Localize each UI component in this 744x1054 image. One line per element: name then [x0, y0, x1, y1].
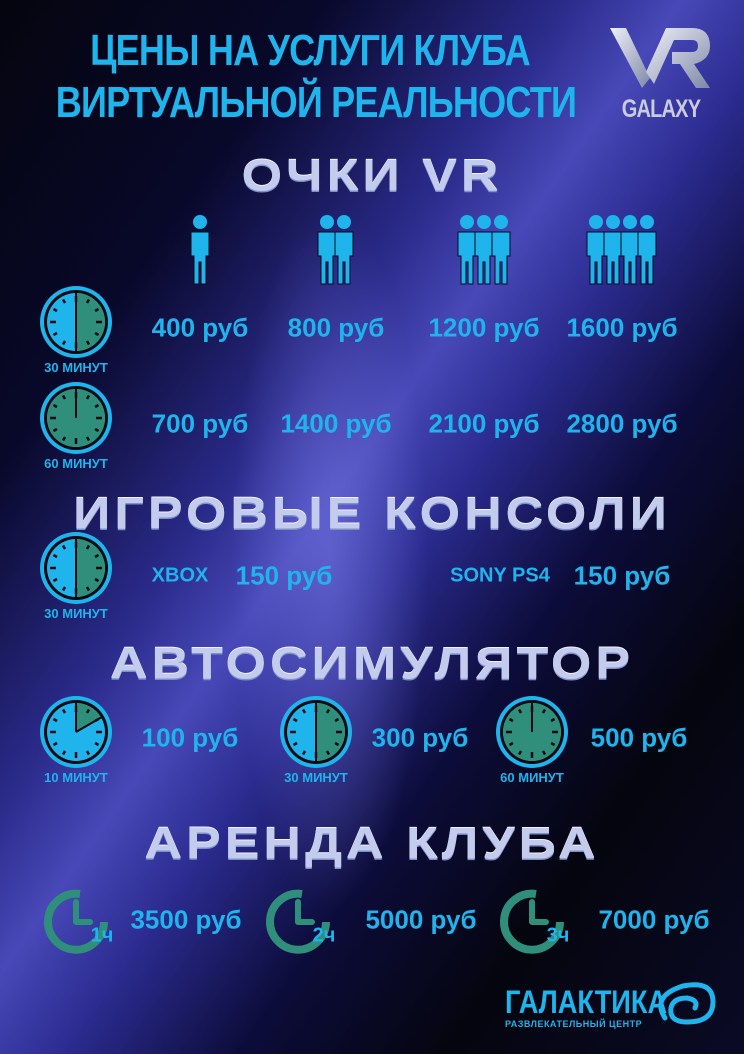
- logo-subtext: GALAXY: [621, 95, 701, 123]
- price-value: 150 руб: [573, 560, 671, 591]
- price-value: 100 руб: [141, 722, 239, 753]
- clock-icon: [40, 382, 112, 454]
- price-value: 2800 руб: [566, 408, 678, 439]
- hours-label: 1ч: [90, 924, 114, 947]
- clock-hours-icon: [266, 889, 330, 954]
- console-name: XBOX: [151, 564, 209, 587]
- price-value: 7000 руб: [598, 904, 710, 935]
- clock-hours-icon: [500, 889, 564, 954]
- console-name: SONY PS4: [450, 564, 550, 587]
- price-value: 500 руб: [590, 722, 688, 753]
- price-value: 1400 руб: [280, 408, 392, 439]
- clock-duration-label: 30 МИНУТ: [44, 606, 108, 621]
- title-line-1: ЦЕНЫ НА УСЛУГИ КЛУБА: [90, 26, 531, 75]
- footer-brand: ГАЛАКТИКА: [505, 984, 668, 1020]
- clock-hours-icon: [44, 889, 108, 954]
- clock-duration-label: 60 МИНУТ: [500, 770, 564, 785]
- heading-rental: АРЕНДА КЛУБА: [144, 819, 600, 869]
- hours-label: 3ч: [546, 924, 570, 947]
- heading-simulator: АВТОСИМУЛЯТОР: [109, 639, 635, 689]
- price-value: 1600 руб: [566, 312, 678, 343]
- price-value: 5000 руб: [365, 904, 477, 935]
- price-value: 3500 руб: [130, 904, 242, 935]
- price-value: 2100 руб: [428, 408, 540, 439]
- heading-consoles: ИГРОВЫЕ КОНСОЛИ: [73, 489, 671, 539]
- clock-icon: [280, 696, 352, 768]
- galaktika-logo: ГАЛАКТИКА РАЗВЛЕКАТЕЛЬНЫЙ ЦЕНТР: [505, 982, 716, 1029]
- clock-icon: [496, 696, 568, 768]
- people-icon-2: [317, 215, 354, 285]
- price-value: 150 руб: [235, 560, 333, 591]
- footer-tagline: РАЗВЛЕКАТЕЛЬНЫЙ ЦЕНТР: [505, 1019, 643, 1029]
- clock-duration-label: 30 МИНУТ: [284, 770, 348, 785]
- vr-logo-icon: [610, 28, 710, 88]
- clock-duration-label: 60 МИНУТ: [44, 456, 108, 471]
- clock-icon: [40, 532, 112, 604]
- people-icon-1: [190, 215, 209, 285]
- price-value: 700 руб: [151, 408, 249, 439]
- price-value: 1200 руб: [428, 312, 540, 343]
- vr-galaxy-logo: GALAXY: [606, 22, 716, 124]
- spiral-icon: [658, 982, 716, 1025]
- title-line-2: ВИРТУАЛЬНОЙ РЕАЛЬНОСТИ: [55, 78, 577, 127]
- clock-icon: [40, 286, 112, 358]
- heading-vr: ОЧКИ VR: [241, 151, 503, 201]
- clock-icon: [40, 696, 112, 768]
- hours-label: 2ч: [312, 924, 336, 947]
- clock-duration-label: 30 МИНУТ: [44, 360, 108, 375]
- price-value: 400 руб: [151, 312, 249, 343]
- people-icon-4: [586, 215, 657, 285]
- people-icon-3: [457, 215, 510, 285]
- clock-duration-label: 10 МИНУТ: [44, 770, 108, 785]
- price-value: 800 руб: [287, 312, 385, 343]
- price-value: 300 руб: [371, 722, 469, 753]
